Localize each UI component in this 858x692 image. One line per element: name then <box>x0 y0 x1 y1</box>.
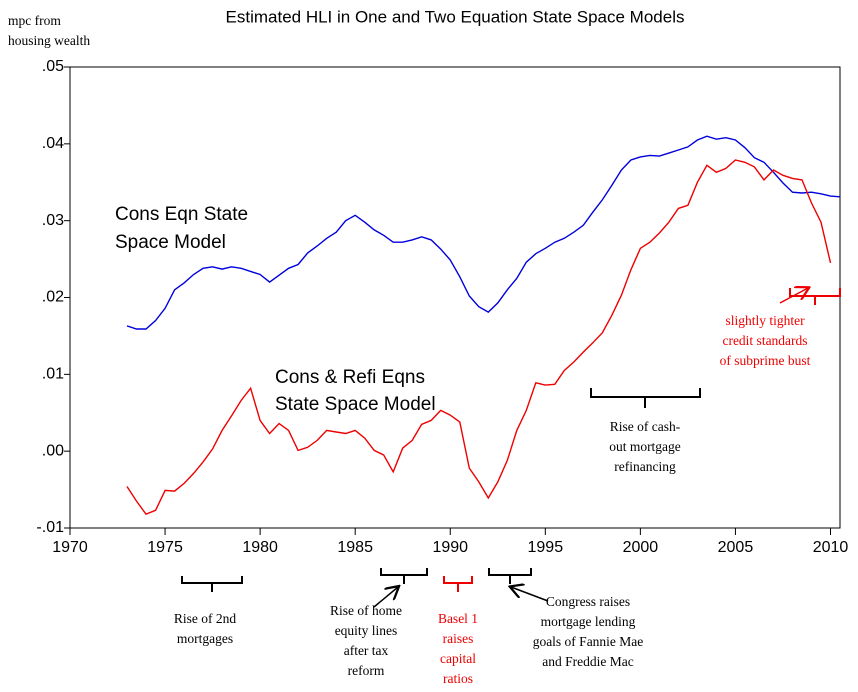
annotation: ratios <box>443 671 473 686</box>
x-tick-label: 1990 <box>432 539 468 556</box>
annotation: capital <box>440 651 476 666</box>
x-tick-label: 1975 <box>147 539 183 556</box>
annotation: goals of Fannie Mae <box>533 634 644 649</box>
y-tick-label: .01 <box>42 366 64 383</box>
x-tick-label: 1970 <box>52 539 88 556</box>
y-tick-label: .05 <box>42 58 64 75</box>
y-axis-label: housing wealth <box>8 33 90 48</box>
annotation: slightly tighter <box>725 313 805 328</box>
bracket <box>590 388 701 408</box>
annotation: Congress raises <box>546 594 630 609</box>
annotation: raises <box>443 631 474 646</box>
annotation: State Space Model <box>275 394 436 415</box>
annotation: equity lines <box>335 623 398 638</box>
annotation: refinancing <box>614 459 676 474</box>
x-tick-label: 1985 <box>337 539 373 556</box>
arrows <box>373 288 808 608</box>
y-tick-label: .00 <box>42 442 64 459</box>
arrow <box>373 587 398 608</box>
y-axis-label: mpc from <box>8 13 61 28</box>
y-tick-label: .02 <box>42 289 64 306</box>
bracket <box>488 568 532 584</box>
annotation: mortgage lending <box>541 614 636 629</box>
series-line <box>126 159 832 516</box>
annotation: and Freddie Mac <box>542 654 633 669</box>
annotation: credit standards <box>722 333 807 348</box>
annotation: Rise of 2nd <box>174 611 236 626</box>
annotation: after tax <box>344 643 389 658</box>
annotation: Space Model <box>115 232 226 253</box>
arrow <box>779 288 808 304</box>
y-tick-label: .03 <box>42 212 64 229</box>
annotation: Cons Eqn State <box>115 204 248 225</box>
chart-title: Estimated HLI in One and Two Equation St… <box>226 7 685 26</box>
x-tick-label: 1980 <box>242 539 278 556</box>
plot-frame <box>69 66 841 529</box>
annotation: Rise of cash- <box>610 419 681 434</box>
bracket <box>380 568 428 584</box>
brackets <box>181 288 841 592</box>
annotation: reform <box>348 663 385 678</box>
x-tick-label: 2005 <box>718 539 754 556</box>
bracket <box>789 288 841 305</box>
annotation: Basel 1 <box>438 611 478 626</box>
x-tick-label: 2000 <box>623 539 659 556</box>
bracket <box>181 576 243 592</box>
x-tick-label: 2010 <box>813 539 849 556</box>
annotation: out mortgage <box>609 439 681 454</box>
bracket <box>443 576 473 592</box>
series-line <box>126 135 841 330</box>
x-tick-label: 1995 <box>528 539 564 556</box>
arrow <box>511 587 549 602</box>
annotation: of subprime bust <box>720 353 811 368</box>
y-tick-label: -.01 <box>36 519 64 536</box>
y-tick-label: .04 <box>42 135 64 152</box>
annotation: Rise of home <box>330 603 402 618</box>
annotation: mortgages <box>177 631 233 646</box>
annotation: Cons & Refi Eqns <box>275 367 425 388</box>
